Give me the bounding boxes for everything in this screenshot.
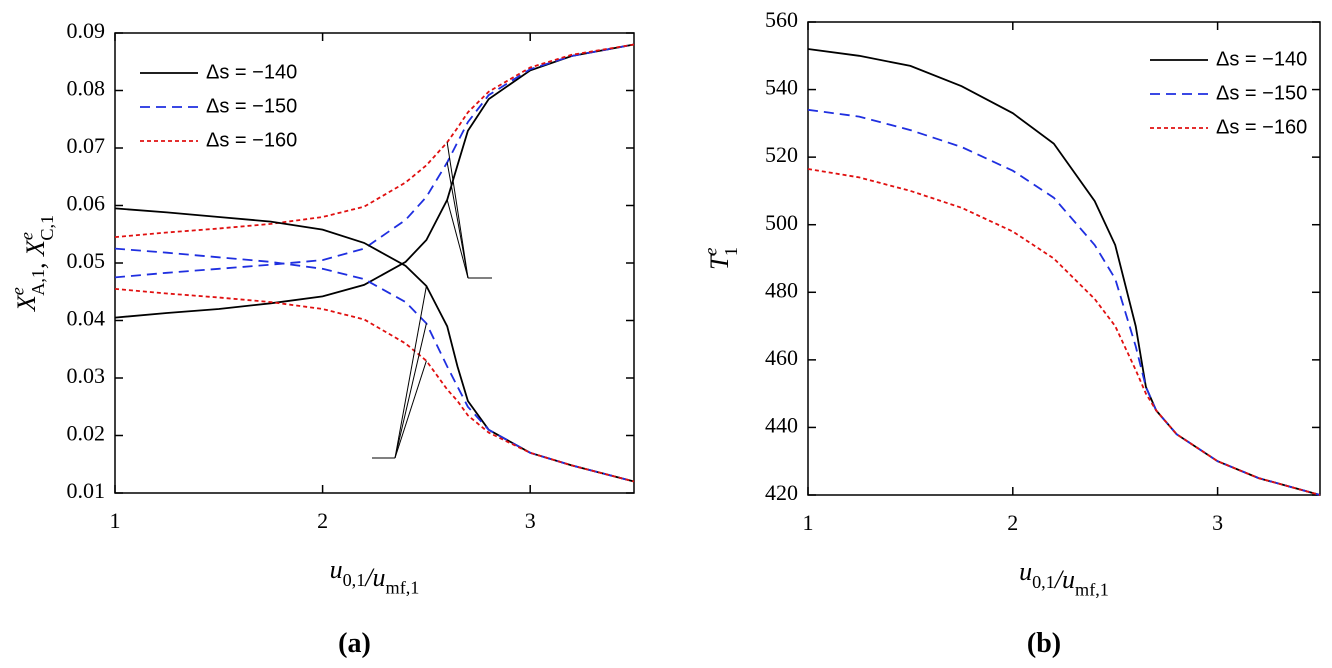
panel-label: (a) [338,628,371,659]
y-tick-label: 540 [765,75,798,100]
y-tick-label: 0.02 [67,421,106,446]
label-sub: mf,1 [1075,580,1109,600]
x-tick-label: 1 [803,510,814,535]
label-text: u [373,563,386,592]
label-sup: e [7,287,27,295]
rich-label: u0,1/umf,1 [330,555,420,598]
series-line [114,43,635,319]
leader-line [446,199,469,279]
y-tick-label: 500 [765,210,798,235]
label-sub: C,1 [37,215,57,241]
leader-line [446,142,469,279]
label-sub: A,1 [28,269,48,296]
rich-label: u0,1/umf,1 [1019,557,1109,600]
plot-frame [114,32,635,494]
label-text: u [1062,565,1075,594]
label-sub: 0,1 [1032,572,1055,592]
y-tick-label: 420 [765,480,798,505]
label-text: / [363,563,375,592]
legend-label: Δs = −140 [206,61,297,83]
legend-label: Δs = −160 [1216,116,1307,138]
label-sup: e [16,232,36,240]
label-sub: mf,1 [386,578,420,598]
series-line [807,168,1321,496]
y-tick-label: 560 [765,7,798,32]
label-text: X [12,294,41,312]
rich-label: XeA,1, XeC,1 [7,215,57,312]
leader-line [394,285,427,459]
leader-line [446,162,469,279]
series-line [114,43,635,279]
legend-label: Δs = −150 [206,95,297,117]
label-sub: 0,1 [343,570,366,590]
y-tick-label: 0.08 [67,76,106,101]
y-tick-label: 0.05 [67,248,106,273]
series-line [114,288,635,483]
label-text: X [21,239,50,257]
label-sub: 1 [721,247,741,256]
label-text: , [21,256,50,269]
y-tick-label: 0.04 [67,306,106,331]
y-tick-label: 480 [765,277,798,302]
y-tick-label: 520 [765,142,798,167]
y-tick-label: 0.07 [67,133,106,158]
y-tick-label: 0.03 [67,363,106,388]
x-tick-label: 2 [317,508,328,533]
label-text: u [1019,557,1032,586]
rich-label: Te1 [700,247,741,270]
x-tick-label: 3 [1212,510,1223,535]
x-tick-label: 2 [1007,510,1018,535]
y-tick-label: 460 [765,345,798,370]
series-line [114,247,635,483]
label-sup: e [700,247,720,255]
x-tick-label: 3 [525,508,536,533]
series-line [807,108,1321,496]
y-tick-label: 440 [765,412,798,437]
leader-line [394,323,427,459]
label-text: / [1053,565,1065,594]
series-line [114,43,635,238]
leader-line [394,360,427,459]
label-text: T [705,254,734,270]
panel-label: (b) [1027,628,1061,659]
legend-label: Δs = −140 [1216,48,1307,70]
legend-label: Δs = −160 [206,129,297,151]
label-text: u [330,555,343,584]
x-tick-label: 1 [110,508,121,533]
series-line [114,207,635,483]
y-tick-label: 0.01 [67,478,106,503]
y-tick-label: 0.06 [67,191,106,216]
y-tick-label: 0.09 [67,18,106,43]
legend-label: Δs = −150 [1216,82,1307,104]
plot-frame [807,21,1321,496]
